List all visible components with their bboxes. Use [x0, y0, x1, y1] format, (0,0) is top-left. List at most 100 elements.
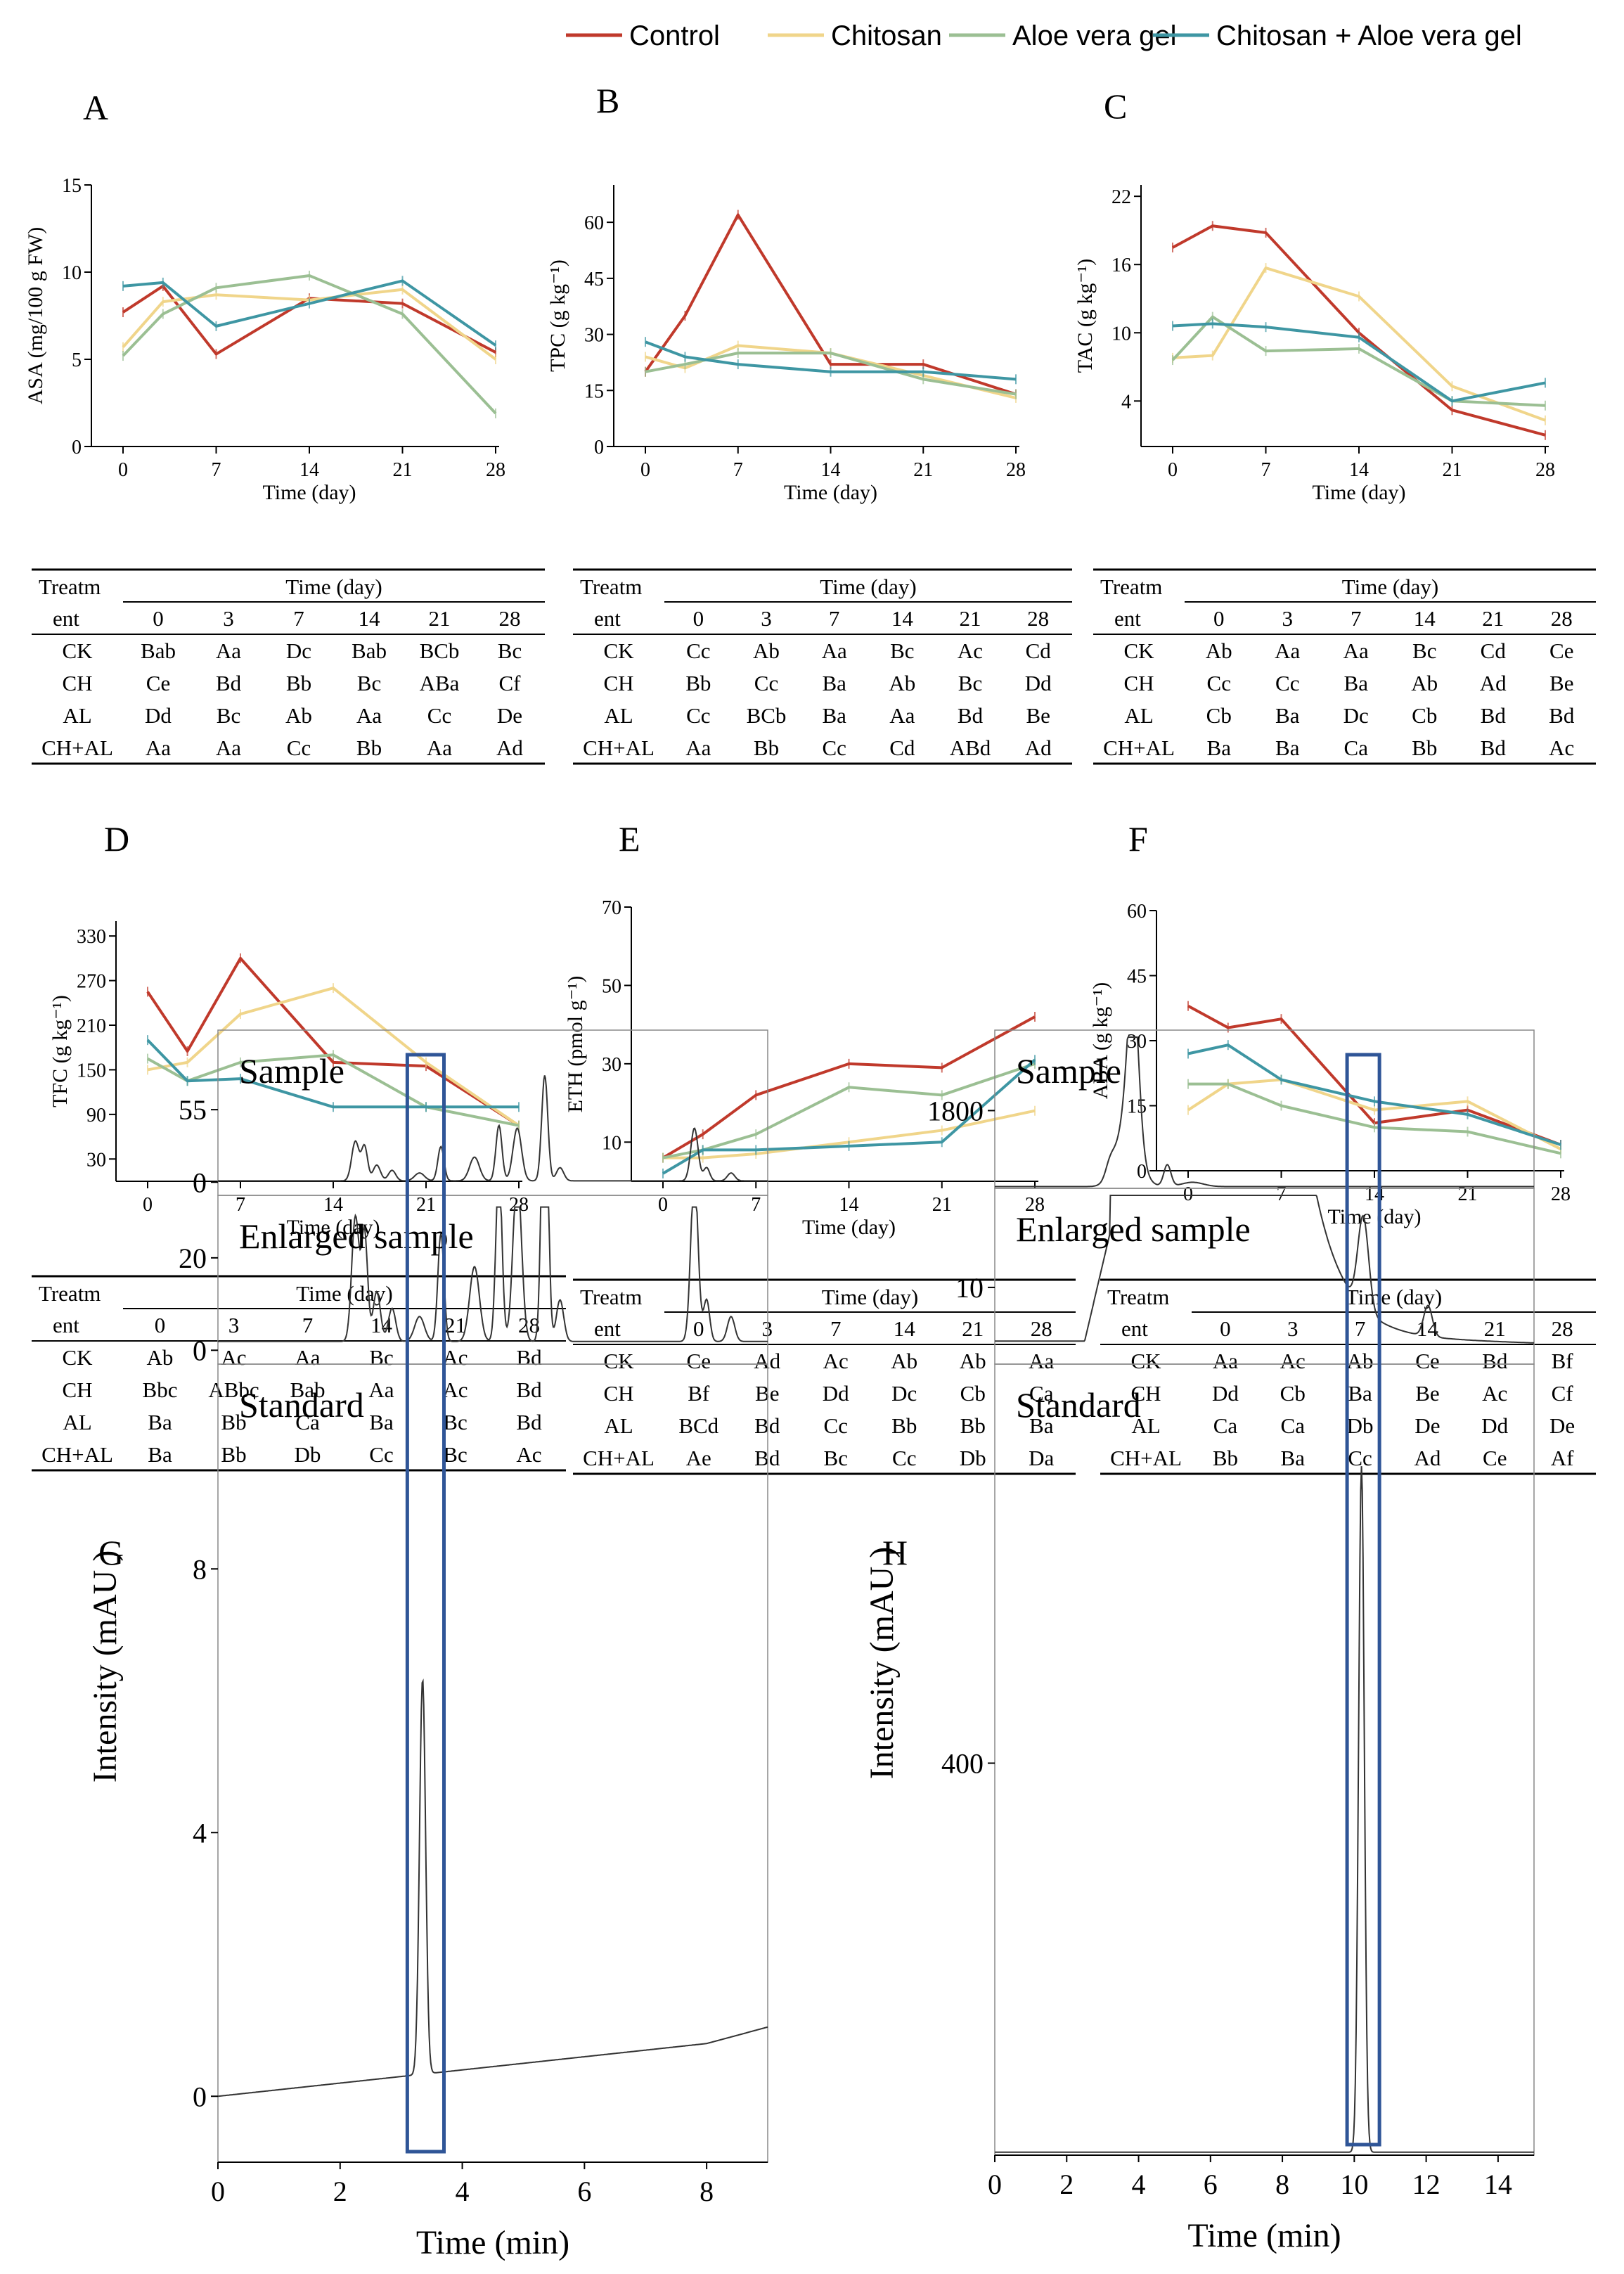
- table-day-header: 28: [1031, 1316, 1052, 1341]
- y-tick-label-B: 30: [584, 325, 604, 347]
- table-cell: Ca: [1281, 1413, 1306, 1438]
- trace-label-H-1: Enlarged sample: [1016, 1209, 1251, 1249]
- table-day-header: 28: [1027, 606, 1049, 631]
- table-cell: Ba: [1275, 735, 1300, 760]
- table-cell: Bd: [516, 1410, 542, 1434]
- legend: Control Chitosan Aloe vera gel Chitosan + A…: [566, 20, 1522, 51]
- table-cell: Cb: [960, 1381, 986, 1406]
- y-tick-label-G: 55: [179, 1094, 207, 1126]
- y-tick-label-C: 10: [1111, 323, 1131, 345]
- table-cell: Ba: [1348, 1381, 1372, 1406]
- y-tick-label-A: 5: [72, 349, 82, 371]
- x-tick-label-H: 0: [988, 2169, 1002, 2200]
- table-day-header: 21: [960, 606, 981, 631]
- table-cell: Bb: [221, 1410, 246, 1434]
- table-cell: BCb: [747, 703, 787, 728]
- x-tick-label-C: 28: [1535, 459, 1555, 481]
- table-cell: Aa: [146, 735, 171, 760]
- table-cell: Bab: [290, 1377, 326, 1402]
- series-line-C-3: [1172, 322, 1546, 403]
- table-cell: Bd: [516, 1345, 542, 1370]
- x-axis-label-E: Time (day): [802, 1216, 896, 1239]
- series-line-E-3: [662, 1058, 1036, 1175]
- table-cell: Cd: [1481, 638, 1507, 663]
- table-day-header: 7: [1355, 1316, 1366, 1341]
- table-day-header: 21: [962, 1316, 984, 1341]
- y-tick-label-E: 70: [602, 897, 621, 919]
- x-tick-label-G: 8: [700, 2176, 714, 2207]
- table-cell: Bd: [1549, 703, 1575, 728]
- table-day-header: 14: [359, 606, 381, 631]
- table-tA: Treatm ent Time (day) 0 3 7 14 21 28 CK Bab Aa Dc Bab…: [32, 568, 545, 765]
- table-cell: Ce: [687, 1349, 711, 1373]
- y-tick-label-D: 330: [77, 926, 106, 948]
- table-header-top: Time (day): [822, 1285, 919, 1309]
- trace-G-0: [218, 1075, 768, 1182]
- table-cell: Bb: [1412, 735, 1437, 760]
- panel-label-G: G: [98, 1533, 124, 1572]
- table-day-header: 3: [228, 1313, 240, 1337]
- y-tick-label-F: 0: [1137, 1161, 1147, 1183]
- table-row-label: CH+AL: [1103, 735, 1175, 760]
- table-cell: Ad: [496, 735, 523, 760]
- trace-label-G-2: Standard: [239, 1385, 364, 1425]
- y-tick-label-G: 0: [193, 1167, 207, 1198]
- table-cell: Ac: [442, 1377, 468, 1402]
- y-tick-label-B: 45: [584, 269, 604, 290]
- y-tick-label-D: 30: [86, 1149, 106, 1171]
- table-header-left: ent: [594, 1316, 621, 1341]
- series-line-D-1: [147, 987, 520, 1127]
- table-day-header: 7: [302, 1313, 314, 1337]
- table-cell: Ba: [148, 1442, 172, 1467]
- table-cell: BCb: [420, 638, 460, 663]
- y-tick-label-B: 60: [584, 212, 604, 234]
- table-row-label: AL: [604, 1413, 633, 1438]
- table-day-header: 21: [1482, 606, 1504, 631]
- table-cell: Cf: [499, 671, 522, 695]
- y-tick-label-B: 15: [584, 380, 604, 402]
- table-day-header: 0: [1213, 606, 1225, 631]
- table-cell: Ce: [1549, 638, 1573, 663]
- table-header-left: Treatm: [1100, 574, 1162, 599]
- table-cell: Ba: [1029, 1413, 1054, 1438]
- table-header-left: ent: [53, 606, 79, 631]
- table-day-header: 0: [1220, 1316, 1231, 1341]
- series-line-F-3: [1187, 1043, 1561, 1146]
- table-row-label: CH: [603, 671, 633, 695]
- series-line-A-0: [122, 284, 496, 356]
- y-tick-label-H: 400: [941, 1748, 984, 1780]
- table-cell: Dc: [891, 1381, 917, 1406]
- table-cell: Dc: [1343, 703, 1369, 728]
- y-tick-label-G: 8: [193, 1553, 207, 1585]
- panel-label-C: C: [1104, 86, 1127, 126]
- table-cell: Bc: [890, 638, 914, 663]
- x-tick-label-G: 2: [333, 2176, 347, 2207]
- x-tick-label-F: 0: [1183, 1183, 1193, 1205]
- y-axis-label-A: ASA (mg/100 g FW): [24, 227, 47, 405]
- x-tick-label-H: 6: [1204, 2169, 1218, 2200]
- y-tick-label-F: 30: [1127, 1031, 1147, 1053]
- table-cell: Dd: [1481, 1413, 1508, 1438]
- y-tick-label-H: 10: [955, 1272, 984, 1304]
- table-header-top: Time (day): [296, 1281, 393, 1306]
- x-tick-label-H: 8: [1275, 2169, 1289, 2200]
- trace-label-H-0: Sample: [1016, 1051, 1121, 1091]
- series-line-A-3: [122, 279, 497, 347]
- table-cell: Bd: [516, 1377, 542, 1402]
- table-cell: Bd: [958, 703, 984, 728]
- table-cell: ABd: [950, 735, 991, 760]
- table-cell: Bb: [1213, 1446, 1238, 1470]
- y-tick-label-G: 20: [179, 1242, 207, 1274]
- table-cell: Cf: [1552, 1381, 1574, 1406]
- table-row-label: AL: [1124, 703, 1153, 728]
- table-cell: Bc: [498, 638, 522, 663]
- table-cell: Ca: [1344, 735, 1369, 760]
- x-axis-label-B: Time (day): [784, 481, 877, 504]
- table-cell: Ac: [516, 1442, 541, 1467]
- table-cell: Cc: [822, 735, 846, 760]
- legend-label-0: Control: [629, 20, 720, 51]
